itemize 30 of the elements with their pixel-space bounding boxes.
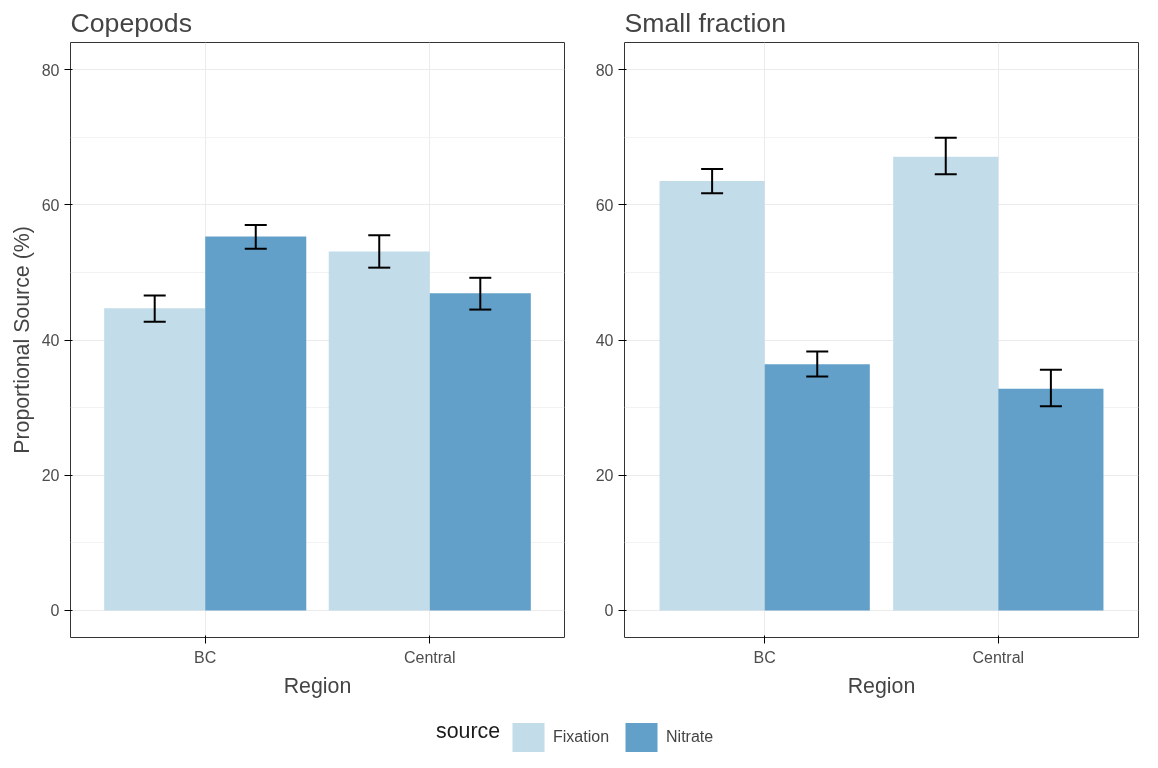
y-tick-label: 20	[41, 467, 60, 485]
x-tick-label: BC	[753, 648, 776, 666]
legend-label: Nitrate	[666, 728, 714, 746]
bar	[659, 181, 765, 611]
y-tick-label: 80	[41, 61, 60, 79]
bar	[104, 308, 206, 611]
bar	[328, 251, 430, 611]
bar	[205, 236, 307, 611]
x-tick-label: Central	[972, 648, 1025, 666]
y-tick-label: 20	[595, 467, 614, 485]
x-axis-title: Region	[847, 673, 916, 698]
y-tick-label: 60	[41, 196, 60, 214]
y-tick-label: 0	[604, 602, 614, 620]
legend-title: source	[436, 718, 501, 743]
chart-title: Copepods	[70, 7, 193, 38]
y-tick-label: 60	[595, 196, 614, 214]
bar	[429, 293, 531, 611]
y-axis-title: Proportional Source (%)	[9, 226, 34, 454]
y-tick-label: 40	[595, 332, 614, 349]
bar	[893, 156, 999, 611]
y-tick-label: 0	[50, 602, 60, 620]
bar	[998, 388, 1104, 611]
x-tick-label: Central	[403, 648, 456, 666]
x-axis-title: Region	[283, 673, 352, 698]
legend-label: Fixation	[553, 728, 610, 746]
bar	[764, 364, 870, 611]
chart-title: Small fraction	[624, 7, 786, 38]
y-tick-label: 80	[595, 61, 614, 79]
x-tick-label: BC	[194, 648, 217, 666]
y-tick-label: 40	[41, 332, 60, 349]
